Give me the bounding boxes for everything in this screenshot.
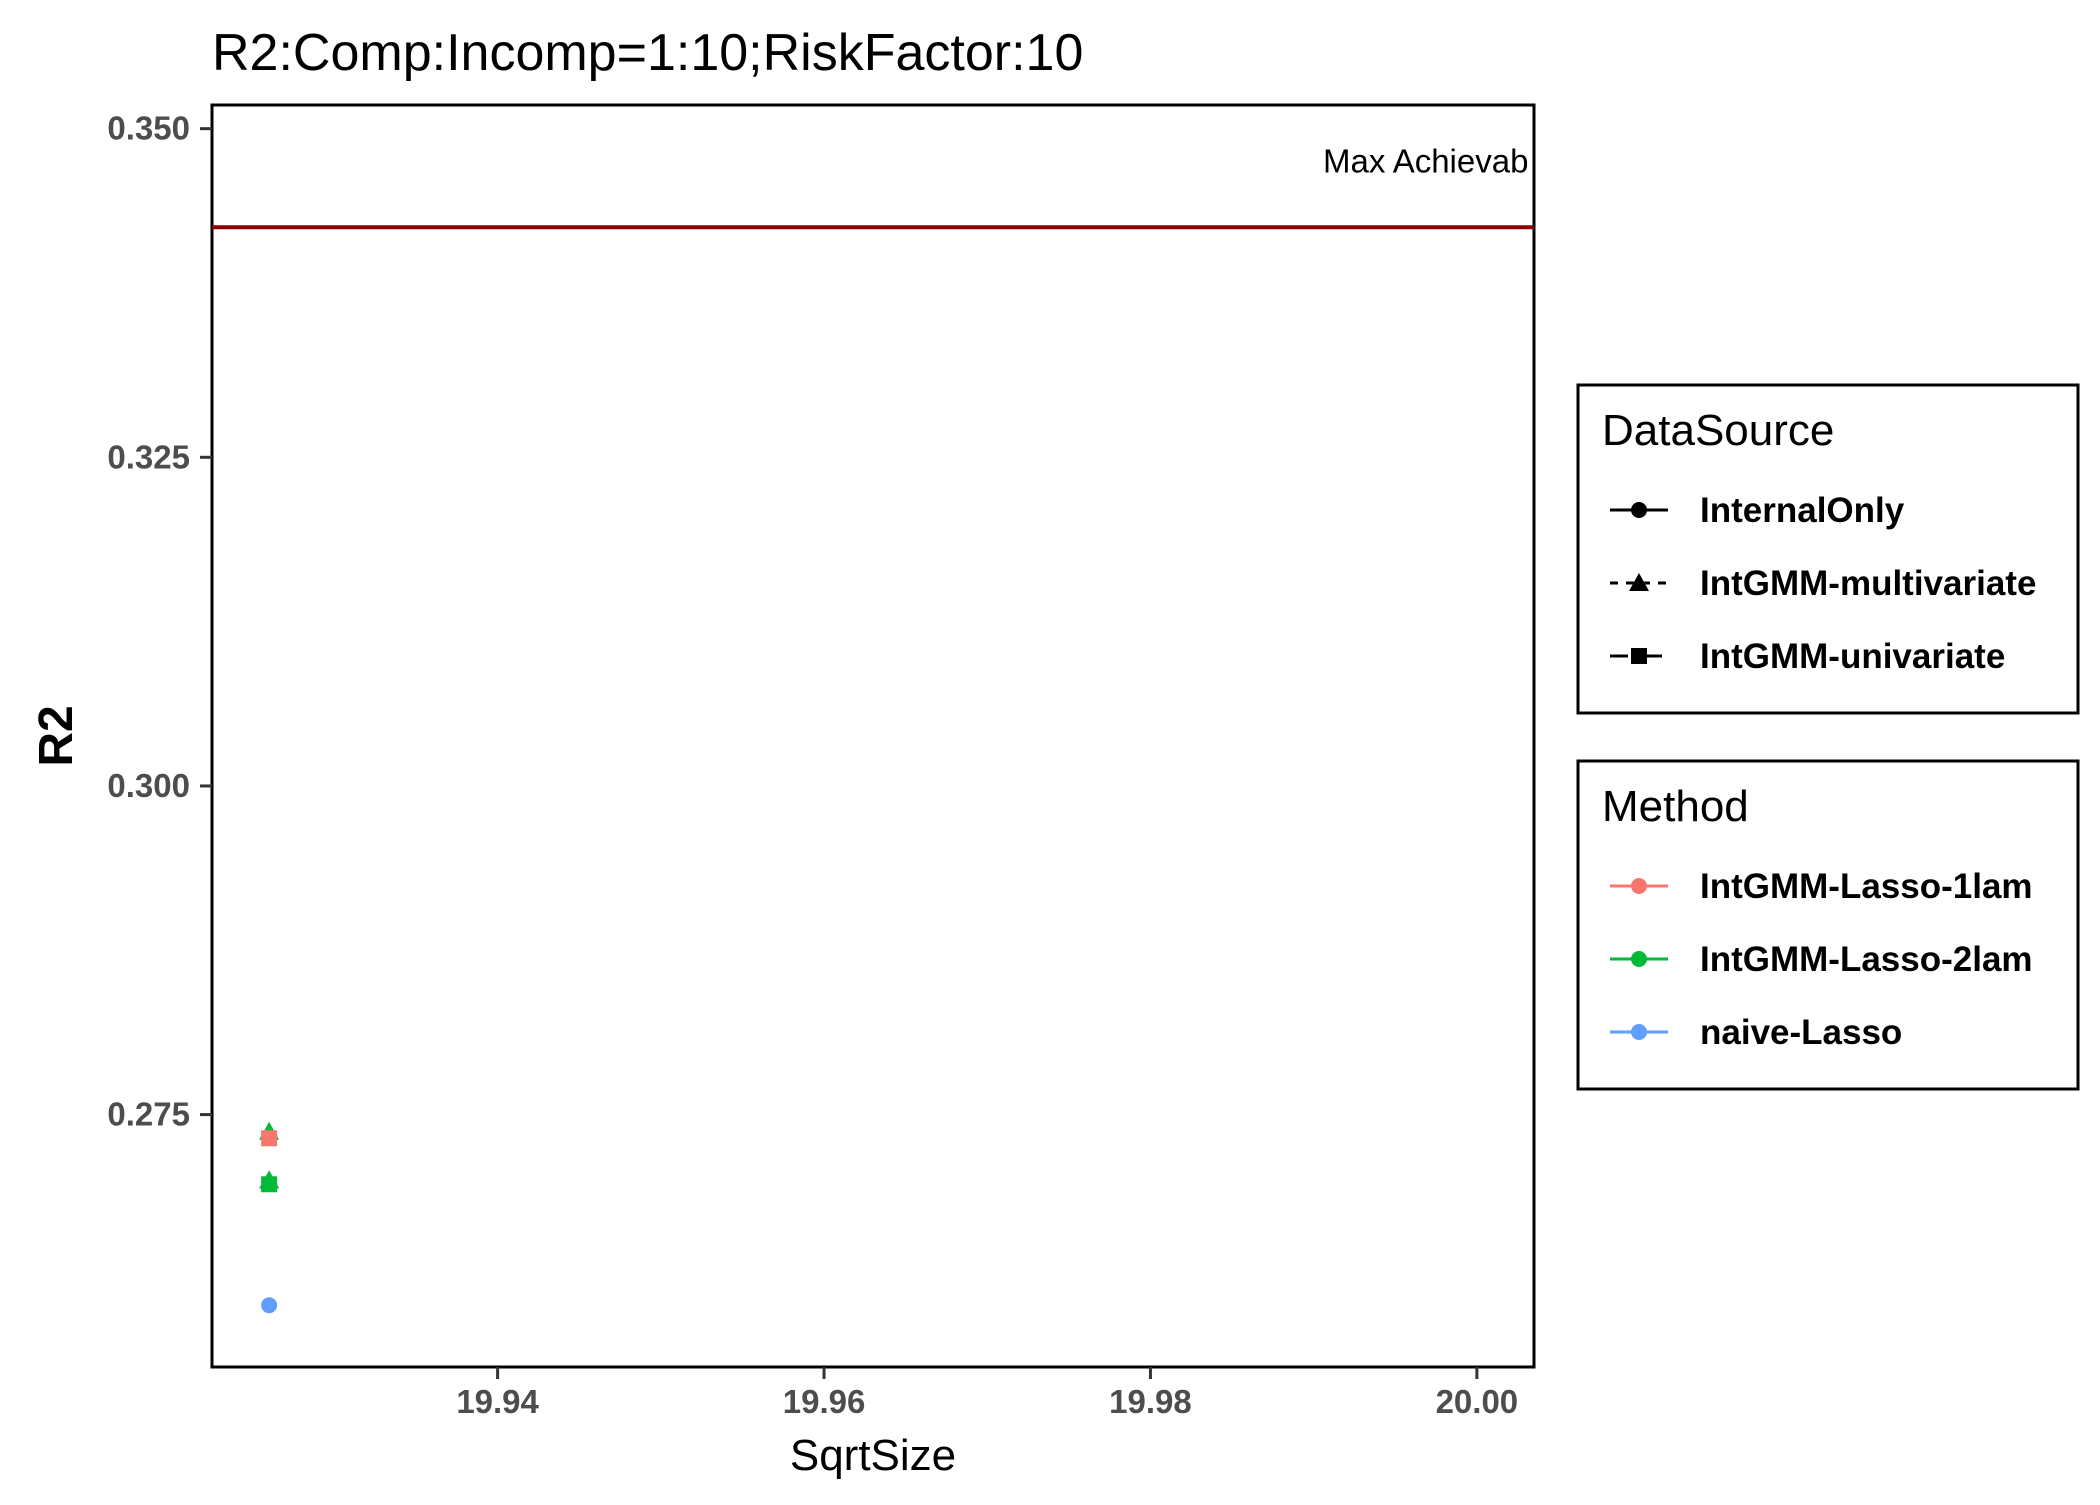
data-point-intgmm-lasso-1lam-intgmm-univariate (261, 1130, 278, 1147)
y-tick-label: 0.325 (107, 438, 190, 475)
x-tick-label: 19.96 (783, 1383, 866, 1420)
chart-title: R2:Comp:Incomp=1:10;RiskFactor:10 (212, 24, 1083, 82)
y-tick-label: 0.350 (107, 110, 190, 147)
legend-item-intgmm-lasso-2lam: IntGMM-Lasso-2lam (1610, 940, 2033, 979)
legend-circle-marker (1631, 502, 1647, 518)
legend-square-marker (1631, 648, 1647, 664)
legend-circle-marker (1631, 878, 1647, 894)
x-axis-title: SqrtSize (790, 1431, 956, 1480)
legend-item-internalonly: InternalOnly (1610, 491, 1905, 530)
legend-item-naive-lasso: naive-Lasso (1610, 1013, 1902, 1052)
x-tick-label: 20.00 (1436, 1383, 1519, 1420)
legend-datasource-box (1576, 383, 2080, 715)
legend-datasource-title: DataSource (1602, 406, 1834, 455)
y-axis: 0.275 0.300 0.325 0.350 (107, 110, 212, 1133)
legend-circle-marker (1631, 951, 1647, 967)
y-tick-label: 0.300 (107, 767, 190, 804)
data-points (259, 1121, 280, 1314)
plot-panel (210, 103, 1536, 1369)
legend-method: Method IntGMM-Lasso-1lam IntGMM-Lasso-2l… (1576, 759, 2080, 1091)
legend-method-title: Method (1602, 782, 1749, 831)
data-point-naive-lasso-internalonly (261, 1297, 278, 1314)
legend-label-intgmm-univariate: IntGMM-univariate (1700, 637, 2005, 676)
plot-area (210, 103, 1536, 1369)
y-axis-title: R2 (30, 705, 83, 766)
legend-method-box (1576, 759, 2080, 1091)
legend-label-intgmm-lasso-1lam: IntGMM-Lasso-1lam (1700, 867, 2033, 906)
legend-label-intgmm-lasso-2lam: IntGMM-Lasso-2lam (1700, 940, 2033, 979)
max-achievable-label: Max Achievab (1323, 142, 1528, 179)
x-tick-label: 19.98 (1109, 1383, 1192, 1420)
legend-label-internalonly: InternalOnly (1700, 491, 1905, 530)
legend-label-intgmm-multivariate: IntGMM-multivariate (1700, 564, 2036, 603)
x-axis: 19.94 19.96 19.98 20.00 (456, 1367, 1518, 1420)
legend-label-naive-lasso: naive-Lasso (1700, 1013, 1902, 1052)
legend-circle-marker (1631, 1024, 1647, 1040)
legend-datasource: DataSource InternalOnly IntGMM-multivari… (1576, 383, 2080, 715)
data-point-intgmm-lasso-2lam-intgmm-multivariate (259, 1170, 280, 1189)
legend-triangle-marker (1629, 573, 1649, 591)
legend-item-intgmm-univariate: IntGMM-univariate (1610, 637, 2005, 676)
reference-line-group: Max Achievab (212, 142, 1534, 230)
legend-item-intgmm-multivariate: IntGMM-multivariate (1610, 564, 2036, 603)
y-tick-label: 0.275 (107, 1096, 190, 1133)
legend-item-intgmm-lasso-1lam: IntGMM-Lasso-1lam (1610, 867, 2033, 906)
x-tick-label: 19.94 (456, 1383, 539, 1420)
